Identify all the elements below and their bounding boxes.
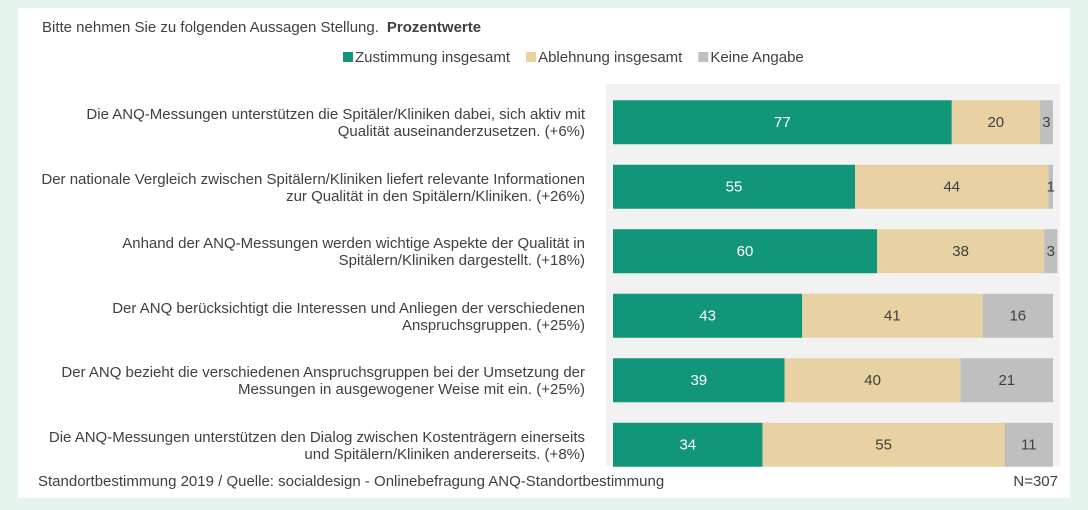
bar-segment bbox=[613, 422, 763, 467]
category-label: Anhand der ANQ-Messungen werden wichtige… bbox=[122, 235, 585, 270]
bar-segment bbox=[613, 293, 803, 338]
value-label: 20 bbox=[987, 114, 1004, 131]
value-label: 11 bbox=[1021, 437, 1037, 454]
value-label: 16 bbox=[1009, 308, 1026, 325]
source: Standortbestimmung 2019 / Quelle: social… bbox=[38, 473, 664, 490]
legend-label: Zustimmung insgesamt bbox=[355, 49, 511, 66]
bar-segment bbox=[613, 229, 877, 274]
category-label: Der ANQ bezieht die verschiedenen Anspru… bbox=[61, 364, 585, 399]
value-label: 3 bbox=[1047, 243, 1055, 260]
legend-label: Ablehnung insgesamt bbox=[538, 49, 683, 66]
value-label: 43 bbox=[699, 308, 716, 325]
category-label: Die ANQ-Messungen unterstützen die Spitä… bbox=[86, 106, 585, 141]
bar-segment bbox=[802, 293, 983, 338]
bar-segment bbox=[960, 358, 1053, 403]
category-label: Der ANQ berücksichtigt die Interessen un… bbox=[112, 299, 585, 334]
value-label: 41 bbox=[884, 308, 901, 325]
legend-swatch bbox=[698, 52, 709, 62]
bar-segment bbox=[877, 229, 1045, 274]
value-label: 38 bbox=[952, 243, 969, 260]
bar-segment bbox=[951, 100, 1040, 145]
bar-segment bbox=[982, 293, 1053, 338]
category-label: Der nationale Vergleich zwischen Spitäle… bbox=[41, 170, 585, 205]
value-label: 55 bbox=[875, 437, 892, 454]
value-label: 77 bbox=[774, 114, 791, 131]
value-label: 34 bbox=[679, 437, 696, 454]
subtitle: Prozentwerte bbox=[387, 19, 481, 36]
value-label: 55 bbox=[726, 179, 743, 196]
bar-segment bbox=[1044, 229, 1058, 274]
chart-title: Bitte nehmen Sie zu folgenden Aussagen S… bbox=[42, 19, 481, 36]
bar-segment bbox=[855, 164, 1049, 209]
bar-segment bbox=[1048, 164, 1053, 209]
value-label: 21 bbox=[998, 372, 1015, 389]
value-label: 40 bbox=[864, 372, 881, 389]
plot-background bbox=[606, 84, 1060, 466]
legend-label: Keine Angabe bbox=[710, 49, 803, 66]
value-label: 39 bbox=[690, 372, 707, 389]
bar-segment bbox=[613, 358, 785, 403]
value-label: 1 bbox=[1047, 179, 1055, 196]
value-label: 3 bbox=[1042, 114, 1050, 131]
bar-segment bbox=[762, 422, 1005, 467]
note: N=307 bbox=[1013, 473, 1058, 490]
title: Bitte nehmen Sie zu folgenden Aussagen S… bbox=[42, 19, 379, 36]
legend-swatch bbox=[526, 52, 537, 62]
category-label: Die ANQ-Messungen unterstützen den Dialo… bbox=[48, 428, 585, 463]
value-label: 44 bbox=[943, 179, 960, 196]
legend-swatch bbox=[343, 52, 353, 62]
bar-segment bbox=[1004, 422, 1053, 467]
bar-segment bbox=[613, 164, 855, 209]
bar-segment bbox=[613, 100, 952, 145]
value-label: 60 bbox=[737, 243, 754, 260]
bar-segment bbox=[784, 358, 961, 403]
bar-segment bbox=[1039, 100, 1053, 145]
